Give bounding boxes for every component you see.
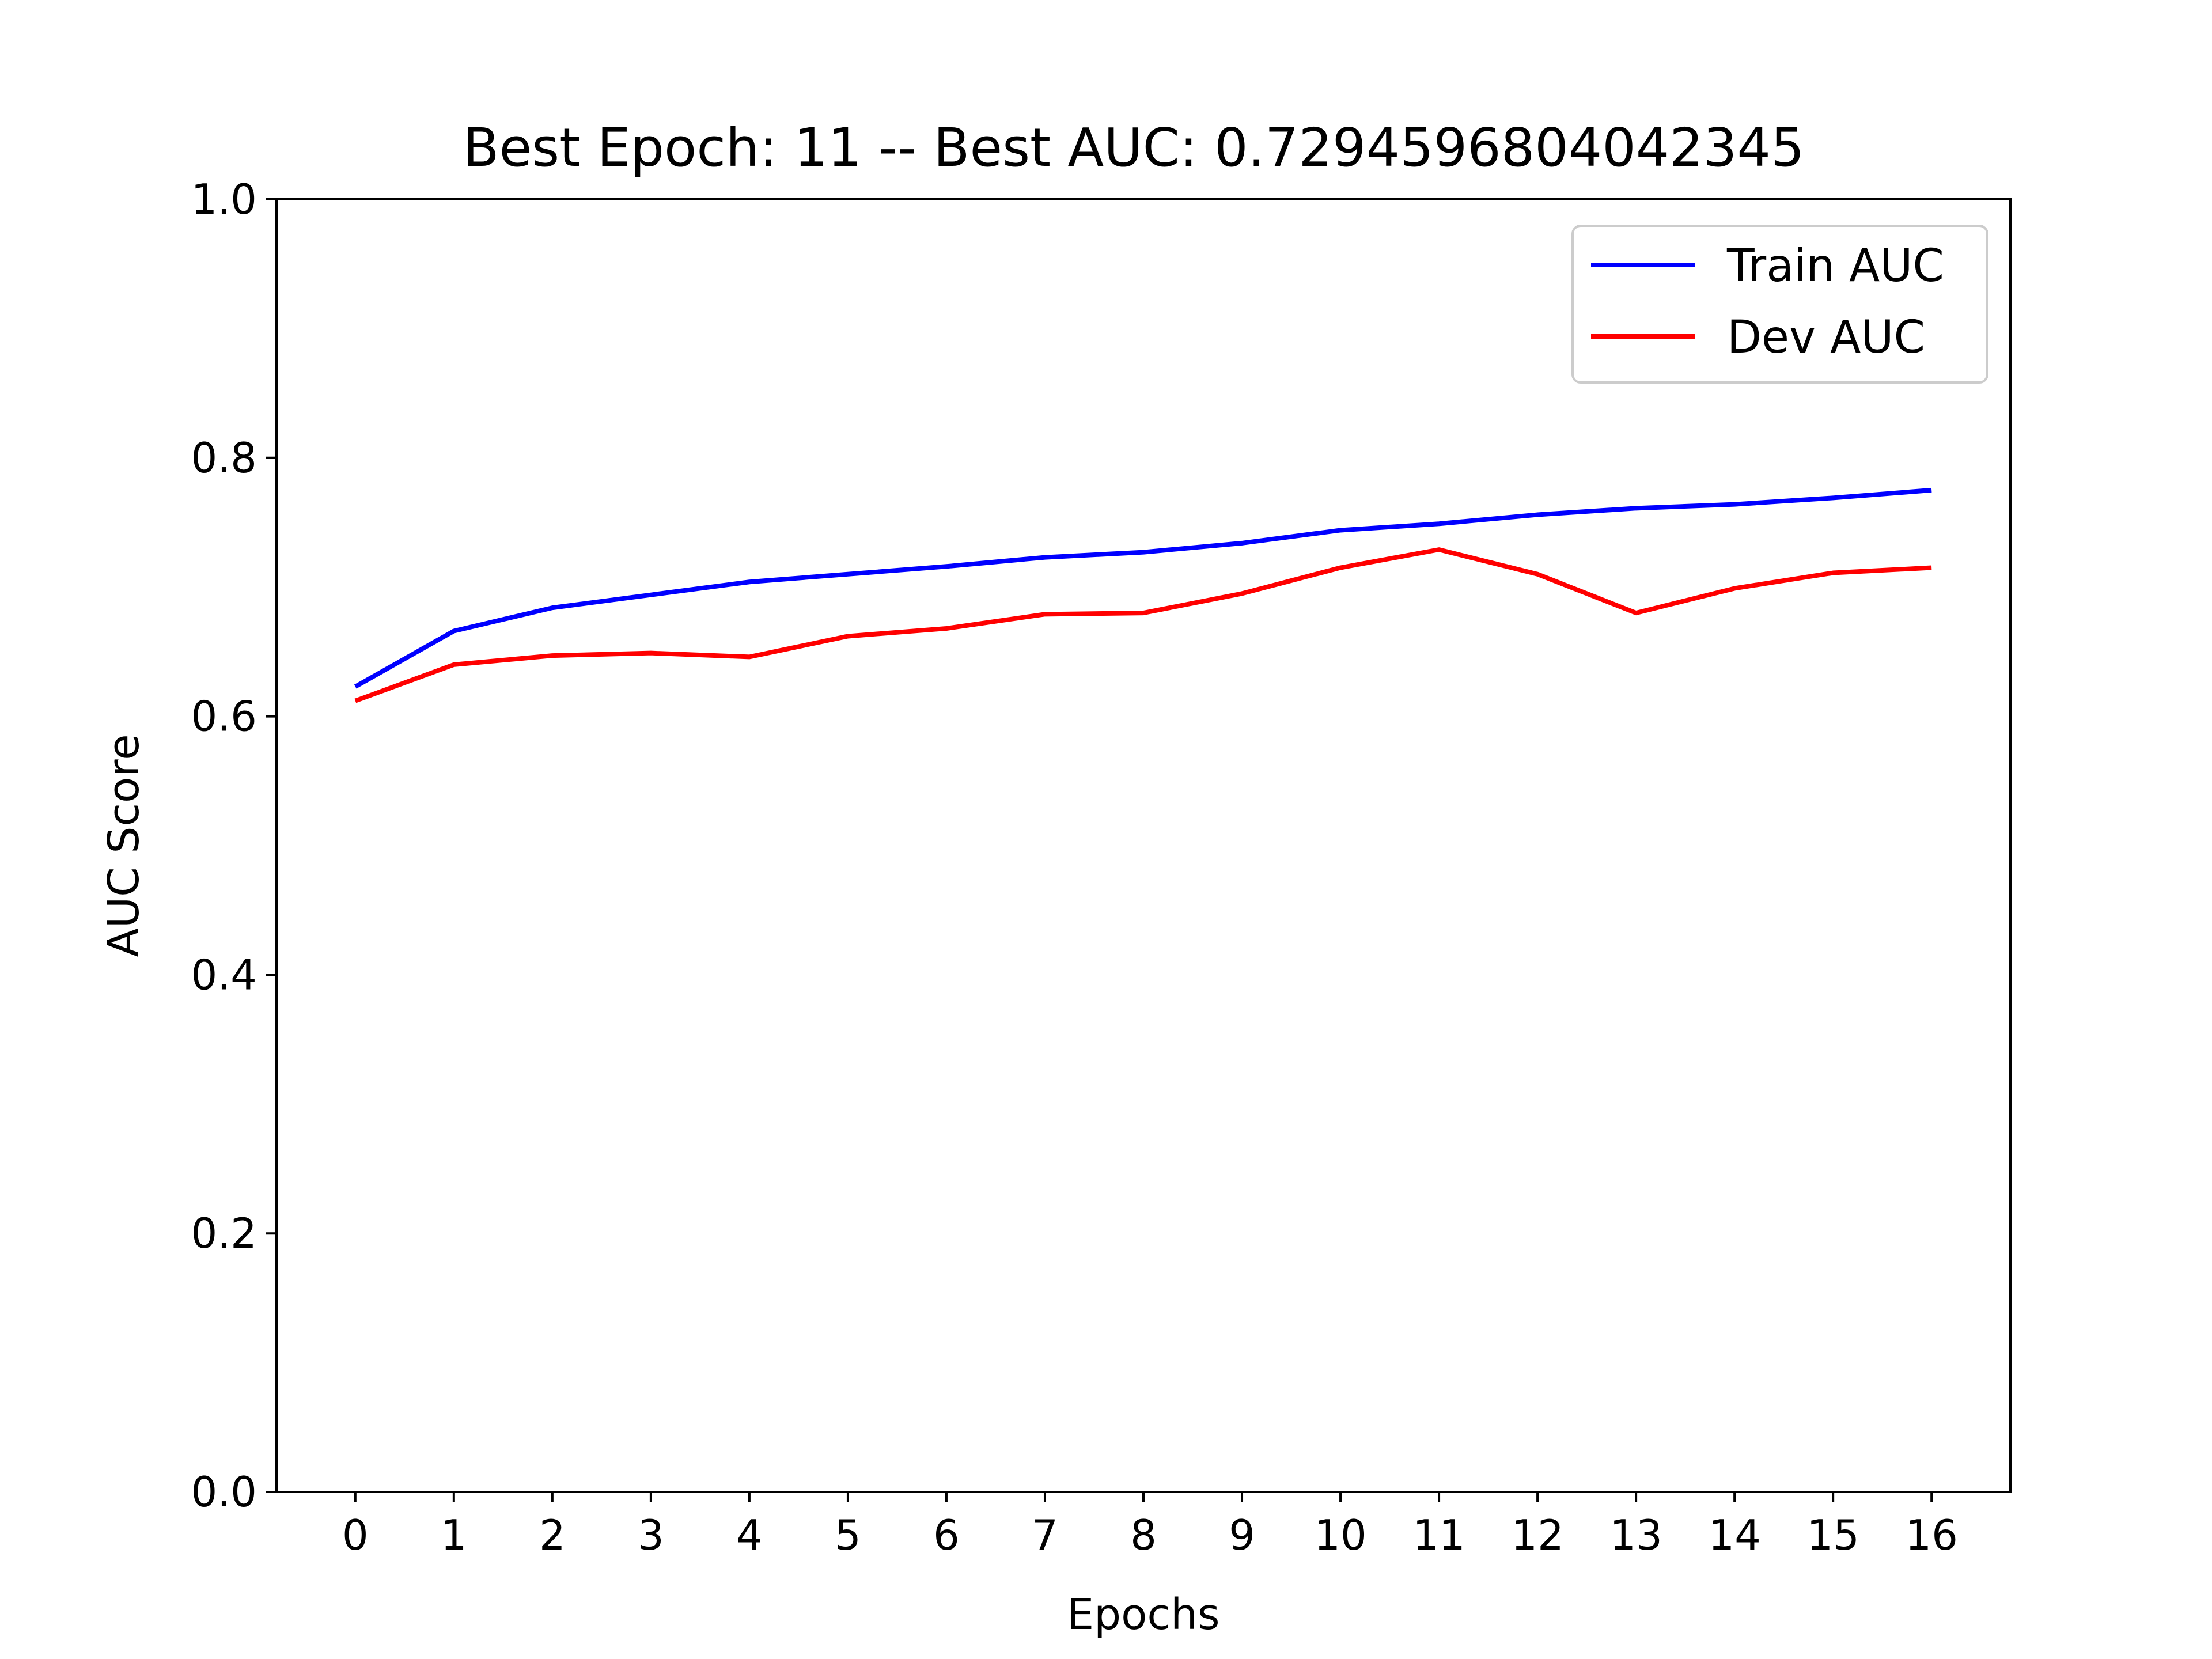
data-point-dev-auc [450,661,457,668]
data-point-dev-auc [1534,571,1541,578]
data-point-train-auc [1731,501,1738,508]
data-point-dev-auc [1830,570,1836,577]
data-point-dev-auc [1041,611,1048,618]
data-point-train-auc [1041,554,1048,561]
data-point-train-auc [1928,487,1935,494]
y-tick-label: 0.6 [191,692,257,741]
data-point-train-auc [1633,505,1639,512]
legend-label-train-auc: Train AUC [1726,240,1944,292]
y-tick-label: 0.2 [191,1209,257,1257]
y-axis-label: AUC Score [99,734,149,957]
data-point-dev-auc [1435,546,1442,553]
data-point-dev-auc [1731,585,1738,592]
x-tick-label: 11 [1412,1511,1465,1559]
data-point-train-auc [549,604,556,611]
data-point-dev-auc [844,632,851,639]
data-point-dev-auc [943,625,950,632]
x-tick-label: 13 [1609,1511,1662,1559]
data-point-train-auc [1238,540,1245,547]
x-axis-ticks: 0 1 2 3 4 5 6 7 8 9 10 11 12 13 14 15 16 [342,1492,1958,1559]
y-tick-label: 1.0 [191,175,257,224]
data-point-dev-auc [647,650,654,657]
data-point-train-auc [352,683,359,690]
x-tick-label: 5 [835,1511,861,1559]
y-tick-label: 0.0 [191,1468,257,1516]
data-point-train-auc [1140,549,1147,556]
y-tick-label: 0.4 [191,950,257,999]
x-tick-label: 16 [1905,1511,1958,1559]
data-point-train-auc [943,563,950,570]
x-tick-label: 2 [539,1511,566,1559]
x-tick-label: 6 [933,1511,960,1559]
legend: Train AUC Dev AUC [1571,225,1988,384]
data-point-train-auc [1534,512,1541,518]
x-tick-label: 9 [1229,1511,1255,1559]
data-point-train-auc [647,592,654,599]
x-tick-label: 10 [1314,1511,1367,1559]
x-tick-label: 7 [1032,1511,1058,1559]
data-point-dev-auc [1140,609,1147,616]
data-point-dev-auc [1928,565,1935,571]
data-point-train-auc [746,578,753,585]
x-tick-label: 8 [1130,1511,1157,1559]
series-layer [352,487,1935,704]
data-point-train-auc [450,627,457,634]
data-point-dev-auc [549,652,556,659]
x-tick-label: 4 [736,1511,763,1559]
x-tick-label: 15 [1806,1511,1859,1559]
x-tick-label: 0 [342,1511,369,1559]
y-axis-ticks: 0.0 0.2 0.4 0.6 0.8 1.0 [191,175,276,1516]
data-point-dev-auc [352,698,359,704]
data-point-dev-auc [1337,565,1344,571]
x-tick-label: 1 [441,1511,467,1559]
chart-title: Best Epoch: 11 -- Best AUC: 0.7294596804… [463,117,1805,179]
data-point-dev-auc [746,653,753,660]
series-line-train-auc [354,487,1932,689]
x-tick-label: 14 [1708,1511,1761,1559]
data-point-train-auc [1435,520,1442,527]
x-axis-label: Epochs [1067,1590,1219,1639]
x-tick-label: 12 [1511,1511,1564,1559]
data-point-dev-auc [1633,609,1639,616]
data-point-train-auc [844,571,851,578]
y-tick-label: 0.8 [191,434,257,482]
data-point-train-auc [1337,527,1344,533]
data-point-train-auc [1830,494,1836,501]
series-line-dev-auc [354,547,1932,703]
legend-label-dev-auc: Dev AUC [1727,312,1925,363]
data-point-dev-auc [1238,590,1245,597]
x-tick-label: 3 [638,1511,664,1559]
